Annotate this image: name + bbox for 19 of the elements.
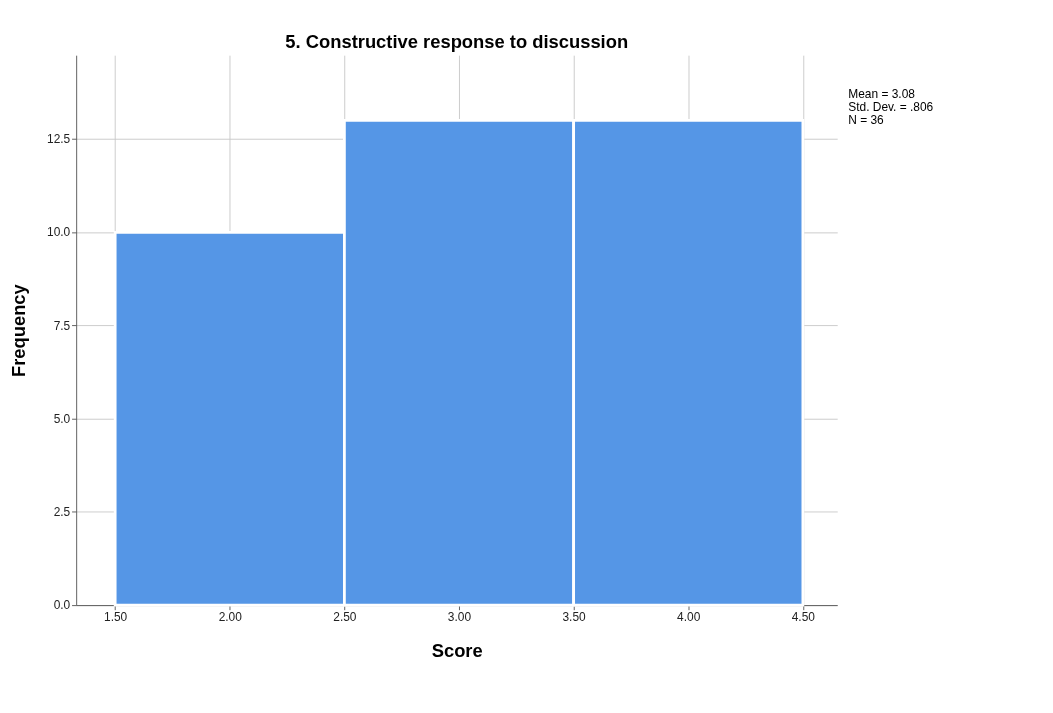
x-tick-label: 3.00: [447, 610, 472, 625]
x-tick-label: 3.50: [562, 610, 587, 625]
y-tick-label: 10.0: [47, 225, 71, 240]
x-tick-label: 1.50: [104, 610, 128, 625]
y-tick-label: 12.5: [47, 132, 71, 147]
chart-title: 5. Constructive response to discussion: [285, 30, 629, 52]
y-axis-title: Frequency: [7, 283, 29, 378]
y-tick-label: 2.5: [53, 505, 71, 520]
text: N = 36: [848, 113, 885, 128]
x-tick-label: 2.00: [218, 610, 243, 625]
y-tick-label: 5.0: [53, 411, 71, 426]
text: Mean = 3.08: [848, 87, 916, 102]
x-tick-label: 4.00: [677, 610, 701, 625]
x-axis-title: Score: [431, 640, 483, 661]
x-tick-label: 2.50: [333, 610, 357, 625]
y-tick-label: 7.5: [53, 318, 71, 333]
y-tick-label: 0.0: [53, 598, 71, 613]
x-tick-label: 4.50: [791, 610, 816, 625]
text: Std. Dev. = .806: [848, 100, 934, 115]
